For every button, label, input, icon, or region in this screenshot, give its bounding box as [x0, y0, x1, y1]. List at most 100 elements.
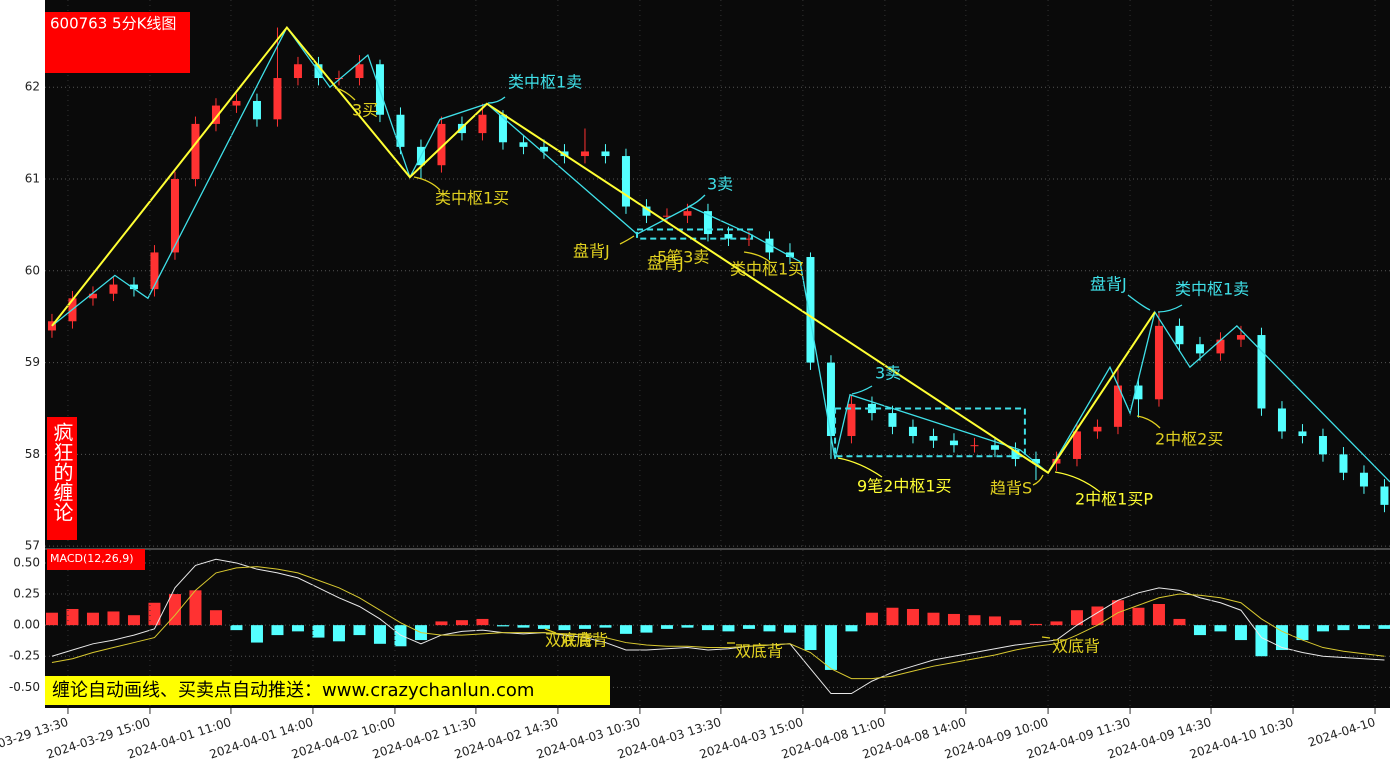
candle-body	[498, 114, 507, 143]
candle-body	[621, 156, 630, 207]
macd-bar	[291, 625, 304, 632]
annotation: 2中枢2买	[1155, 430, 1223, 449]
macd-bar	[558, 625, 571, 631]
annotation: 类中枢1卖	[1175, 280, 1249, 299]
candle-body	[765, 238, 774, 253]
macd-bar	[1009, 620, 1022, 626]
candle-body	[478, 114, 487, 134]
macd-bar	[353, 625, 366, 636]
candle-body	[949, 440, 958, 446]
candle-body	[1175, 325, 1184, 345]
candle-body	[437, 123, 446, 166]
macd-bar	[927, 612, 940, 626]
macd-bar	[1357, 625, 1370, 629]
annotation-arrow	[1041, 636, 1051, 639]
candle-body	[847, 403, 856, 437]
annotation: 类中枢1卖	[508, 73, 582, 92]
annotation-arrow	[487, 96, 506, 104]
side-box	[47, 417, 77, 540]
macd-bar	[1152, 604, 1165, 626]
macd-bar	[1193, 625, 1206, 636]
candle-body	[519, 142, 528, 147]
candle-body	[970, 445, 979, 447]
candle-body	[1011, 449, 1020, 459]
candle-body	[1380, 486, 1389, 505]
macd-bar	[742, 625, 755, 629]
macd-bar	[886, 607, 899, 626]
candle-body	[150, 252, 159, 290]
macd-bar	[373, 625, 386, 644]
annotation: 双底背	[1052, 637, 1100, 656]
macd-bar	[435, 621, 448, 626]
annotation: 双底背	[560, 631, 608, 650]
candle-body	[129, 284, 138, 290]
macd-bar	[968, 615, 981, 626]
candle-body	[806, 257, 815, 363]
macd-bar	[763, 625, 776, 632]
macd-bar	[640, 625, 653, 633]
macd-bar	[250, 625, 263, 643]
candle-body	[1257, 335, 1266, 409]
macd-bar	[107, 611, 120, 626]
candle-body	[1093, 426, 1102, 432]
macd-bar	[45, 612, 58, 626]
candle-body	[252, 100, 261, 120]
macd-bar	[681, 625, 694, 628]
macd-bar	[578, 625, 591, 629]
annotation-arrow	[1127, 294, 1151, 311]
candle-body	[1195, 344, 1204, 354]
macd-bar	[988, 616, 1001, 626]
macd-bar	[1316, 625, 1329, 632]
macd-bar	[845, 625, 858, 632]
candle-body	[1216, 339, 1225, 354]
macd-bar	[148, 602, 161, 626]
macd-bar	[209, 610, 222, 626]
candle-body	[683, 211, 692, 216]
annotation: 盘背J	[647, 254, 684, 273]
macd-bar	[1234, 625, 1247, 641]
macd-bar	[394, 625, 407, 647]
candle-body	[908, 426, 917, 437]
annotation: 类中枢1买	[730, 260, 804, 279]
y-tick-label: -0.25	[9, 649, 40, 663]
candle-body	[580, 151, 589, 157]
macd-bar	[722, 625, 735, 632]
candle-body	[109, 284, 118, 294]
macd-bar	[271, 625, 284, 636]
macd-bar	[1029, 623, 1042, 626]
y-tick-label: 0.00	[13, 618, 40, 632]
candle-body	[355, 64, 364, 79]
macd-bar	[804, 625, 817, 651]
annotation-arrow	[1157, 304, 1183, 313]
macd-bar	[496, 625, 509, 627]
macd-bar	[455, 620, 468, 626]
macd-bar	[1378, 625, 1390, 629]
chart-title: 600763 5分K线图	[50, 15, 176, 33]
macd-line	[51, 558, 1385, 695]
macd-bar	[1255, 625, 1268, 657]
annotation-arrow	[544, 628, 557, 634]
y-tick-label: 62	[25, 80, 40, 94]
candle-body	[662, 215, 671, 217]
candle-body	[539, 146, 548, 152]
y-tick-label: 61	[25, 171, 40, 185]
macd-bar	[1214, 625, 1227, 632]
macd-bar	[783, 625, 796, 633]
y-tick-label: 58	[25, 447, 40, 461]
candle-body	[724, 234, 733, 239]
macd-bar	[86, 612, 99, 626]
candle-body	[867, 403, 876, 414]
annotation-arrow	[1136, 415, 1161, 429]
annotation: 趋背S	[990, 479, 1032, 498]
stroke-line	[51, 26, 1390, 483]
annotation-arrow	[413, 176, 441, 191]
macd-line	[51, 566, 1385, 680]
candle-body	[1113, 385, 1122, 427]
candle-body	[1318, 436, 1327, 455]
y-tick-label: 0.50	[13, 555, 40, 569]
candle-body	[293, 64, 302, 79]
annotation: 3卖	[707, 175, 733, 194]
macd-bar	[1173, 618, 1186, 626]
macd-bar	[701, 625, 714, 631]
